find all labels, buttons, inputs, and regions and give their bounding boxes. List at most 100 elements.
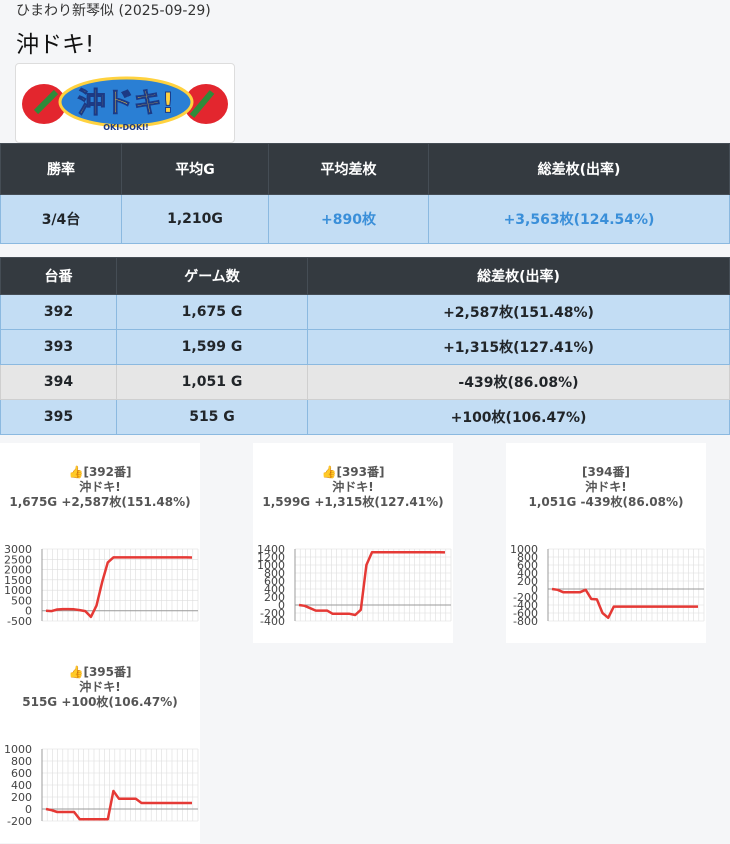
y-tick-label: 400 [517, 567, 538, 580]
chart-card-392: 👍[392番] 沖ドキ! 1,675G +2,587枚(151.48%) 300… [0, 443, 200, 643]
y-tick-label: 400 [11, 779, 32, 792]
y-tick-label: 200 [11, 791, 32, 804]
chart-card-394: [394番] 沖ドキ! 1,051G -439枚(86.08%) 1000 800… [506, 443, 706, 643]
summary-avg-diff[interactable]: +890枚 [268, 194, 429, 244]
chart-title-model: 沖ドキ! [585, 480, 627, 494]
machine-number: 392 [0, 294, 117, 330]
table-row: 393 1,599 G +1,315枚(127.41%) [0, 329, 730, 365]
grid [547, 548, 705, 622]
y-tick-label: 200 [264, 591, 285, 604]
series-line [551, 587, 698, 620]
y-tick-label: -200 [513, 591, 538, 604]
chart-title: [394番] 沖ドキ! 1,051G -439枚(86.08%) [506, 465, 706, 510]
y-tick-label: -200 [260, 607, 285, 620]
machine-diff: +2,587枚(151.48%) [307, 294, 730, 330]
chart-title-machine: 👍[395番] [68, 665, 132, 679]
machine-games: 1,675 G [116, 294, 308, 330]
summary-win-rate: 3/4台 [0, 194, 122, 244]
summary-header-avg-diff: 平均差枚 [268, 143, 429, 195]
machines-table: 台番 ゲーム数 総差枚(出率) 392 1,675 G +2,587枚(151.… [0, 257, 730, 435]
machine-number: 393 [0, 329, 117, 365]
machine-games: 515 G [116, 399, 308, 435]
series-line [45, 556, 193, 619]
logo-text: 沖ドキ! [78, 86, 175, 119]
chart-title-result: 1,051G -439枚(86.08%) [528, 495, 684, 509]
machine-number: 395 [0, 399, 117, 435]
summary-header-avg-games: 平均G [121, 143, 269, 195]
summary-avg-games: 1,210G [121, 194, 269, 244]
chart-card-395: 👍[395番] 沖ドキ! 515G +100枚(106.47%) 1000 800… [0, 643, 200, 843]
chart-card-393: 👍[393番] 沖ドキ! 1,599G +1,315枚(127.41%) 140… [253, 443, 453, 643]
chart-title: 👍[392番] 沖ドキ! 1,675G +2,587枚(151.48%) [0, 465, 200, 510]
summary-header-row: 勝率 平均G 平均差枚 総差枚(出率) [0, 143, 730, 195]
y-tick-label: 1200 [257, 551, 285, 564]
page-subtitle: ひまわり新琴似 (2025-09-29) [16, 3, 211, 19]
table-row: 392 1,675 G +2,587枚(151.48%) [0, 294, 730, 330]
summary-row: 3/4台 1,210G +890枚 +3,563枚(124.54%) [0, 194, 730, 244]
y-tick-label: 0 [25, 803, 32, 816]
table-row: 395 515 G +100枚(106.47%) [0, 399, 730, 435]
y-tick-label: -800 [513, 615, 538, 628]
y-tick-label: 2000 [4, 564, 32, 577]
machine-logo: 沖ドキ! OKI-DOKI! [15, 63, 235, 143]
y-tick-label: 600 [264, 575, 285, 588]
y-tick-label: 600 [517, 559, 538, 572]
chart-title-model: 沖ドキ! [332, 480, 374, 494]
chart-title-machine: 👍[392番] [68, 465, 132, 479]
machine-games: 1,599 G [116, 329, 308, 365]
grid [41, 748, 199, 822]
y-tick-label: 3000 [4, 543, 32, 556]
summary-header-win-rate: 勝率 [0, 143, 122, 195]
y-tick-label: 0 [25, 605, 32, 618]
y-tick-label: -400 [260, 615, 285, 628]
y-tick-label: 400 [264, 583, 285, 596]
grid [294, 548, 452, 622]
machine-games: 1,051 G [116, 364, 308, 400]
chart-title-model: 沖ドキ! [79, 480, 121, 494]
y-tick-label: -400 [513, 599, 538, 612]
summary-header-total-diff: 総差枚(出率) [428, 143, 730, 195]
page-title: 沖ドキ! [16, 32, 95, 58]
machine-diff: -439枚(86.08%) [307, 364, 730, 400]
chart-title-result: 515G +100枚(106.47%) [22, 695, 178, 709]
y-tick-label: 1500 [4, 574, 32, 587]
y-tick-label: 600 [11, 767, 32, 780]
chart-title-result: 1,599G +1,315枚(127.41%) [262, 495, 444, 509]
chart-title-machine: [394番] [581, 465, 631, 479]
machines-header-games: ゲーム数 [116, 257, 308, 295]
machine-diff: +100枚(106.47%) [307, 399, 730, 435]
chart-title-machine: 👍[393番] [321, 465, 385, 479]
y-tick-label: 800 [264, 567, 285, 580]
table-row: 394 1,051 G -439枚(86.08%) [0, 364, 730, 400]
summary-total-diff[interactable]: +3,563枚(124.54%) [428, 194, 730, 244]
y-tick-label: 1400 [257, 543, 285, 556]
machines-header-row: 台番 ゲーム数 総差枚(出率) [0, 257, 730, 295]
chart-title-model: 沖ドキ! [79, 680, 121, 694]
y-tick-label: 0 [531, 583, 538, 596]
logo-subtext: OKI-DOKI! [103, 123, 149, 132]
series-line [298, 550, 446, 617]
y-tick-label: 2500 [4, 553, 32, 566]
y-tick-label: -500 [7, 615, 32, 628]
summary-table: 勝率 平均G 平均差枚 総差枚(出率) 3/4台 1,210G +890枚 +3… [0, 143, 730, 244]
chart-title: 👍[393番] 沖ドキ! 1,599G +1,315枚(127.41%) [253, 465, 453, 510]
chart-title: 👍[395番] 沖ドキ! 515G +100枚(106.47%) [0, 665, 200, 710]
machines-header-diff: 総差枚(出率) [307, 257, 730, 295]
y-tick-label: 1000 [257, 559, 285, 572]
y-tick-label: 0 [278, 599, 285, 612]
y-tick-label: -200 [7, 815, 32, 828]
y-tick-label: 1000 [4, 743, 32, 756]
y-tick-label: 800 [11, 755, 32, 768]
machines-header-number: 台番 [0, 257, 117, 295]
machine-diff: +1,315枚(127.41%) [307, 329, 730, 365]
y-tick-label: 800 [517, 551, 538, 564]
y-tick-label: 1000 [510, 543, 538, 556]
y-tick-label: -600 [513, 607, 538, 620]
y-tick-label: 200 [517, 575, 538, 588]
series-line [45, 789, 192, 821]
chart-title-result: 1,675G +2,587枚(151.48%) [9, 495, 191, 509]
